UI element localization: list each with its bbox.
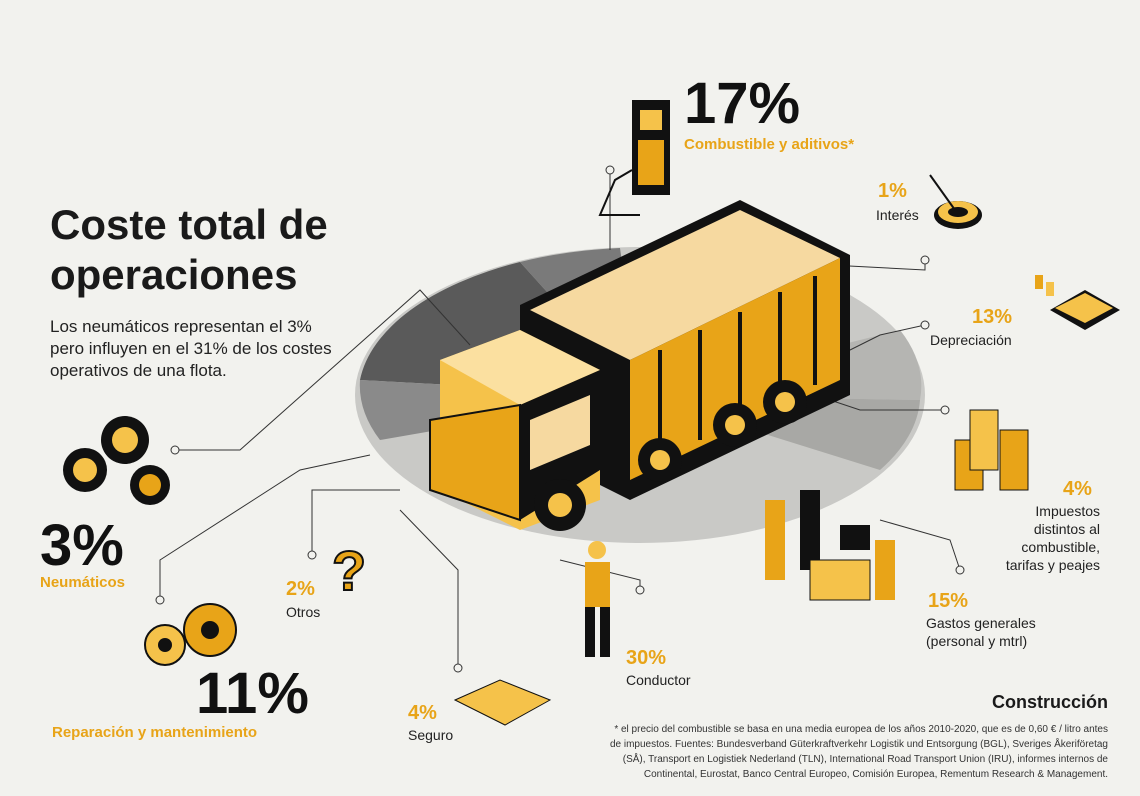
conductor-pct: 30%: [626, 647, 667, 669]
interes-label: Interés: [876, 207, 919, 223]
impuestos-label-line-3: combustible,: [1021, 539, 1100, 555]
impuestos-label-line-1: Impuestos: [1035, 503, 1100, 519]
connector-dots: [155, 165, 965, 673]
footnote-line-2: de impuestos. Fuentes: Bundesverband Güt…: [609, 739, 1108, 750]
seguro-label: Seguro: [408, 727, 454, 743]
gastos-label: Gastos generales (personal y mtrl): [926, 614, 1036, 650]
depreciacion-pct: 13%: [972, 306, 1013, 328]
target-icon: [929, 174, 982, 229]
reparacion-label: Reparación y mantenimiento: [52, 724, 258, 741]
impuestos-pct: 4%: [1063, 478, 1092, 500]
intro-text: Los neumáticos representan el 3% pero in…: [50, 317, 332, 380]
gastos-label-line-1: Gastos generales: [926, 615, 1036, 631]
seguro-pct: 4%: [408, 702, 437, 724]
conductor-label: Conductor: [626, 672, 691, 688]
question-mark-icon: ?: [331, 538, 367, 603]
coins-icon: [954, 409, 1029, 491]
tires-icon: [63, 416, 170, 505]
insurance-document-icon: [453, 679, 552, 726]
interes-pct: 1%: [878, 180, 907, 202]
footnote-line-3: (SÅ), Transport en Logistiek Nederland (…: [622, 754, 1108, 765]
title-line-2: operaciones: [50, 251, 298, 298]
office-people-illustration: [765, 490, 895, 601]
otros-label: Otros: [286, 604, 321, 620]
neumaticos-label: Neumáticos: [40, 574, 126, 591]
title-line-1: Coste total de: [50, 201, 328, 248]
gears-icon: [144, 603, 237, 666]
combustible-pct: 17%: [684, 71, 801, 136]
section-label: Construcción: [991, 692, 1108, 712]
otros-pct: 2%: [286, 578, 315, 600]
calculator-icon: [1035, 275, 1120, 330]
impuestos-label-line-2: distintos al: [1033, 521, 1100, 537]
footnote-line-1: * el precio del combustible se basa en u…: [614, 724, 1108, 735]
impuestos-label-line-4: tarifas y peajes: [1005, 557, 1100, 573]
depreciacion-label: Depreciación: [930, 332, 1012, 348]
footnote-line-4: Continental, Eurostat, Banco Central Eur…: [643, 769, 1108, 780]
svg-text:?: ?: [332, 539, 366, 602]
impuestos-label: Impuestos distintos al combustible, tari…: [980, 502, 1100, 574]
fuel-pump-icon: [598, 100, 670, 216]
gastos-label-line-2: (personal y mtrl): [926, 633, 1028, 649]
driver-illustration: [585, 541, 610, 657]
reparacion-pct: 11%: [196, 661, 309, 726]
truck-illustration: [429, 200, 850, 531]
neumaticos-pct: 3%: [40, 513, 124, 578]
combustible-label: Combustible y aditivos*: [684, 136, 855, 153]
footnote: * el precio del combustible se basa en u…: [520, 722, 1108, 782]
page-title: Coste total de operaciones: [50, 200, 410, 300]
gastos-pct: 15%: [928, 590, 969, 612]
